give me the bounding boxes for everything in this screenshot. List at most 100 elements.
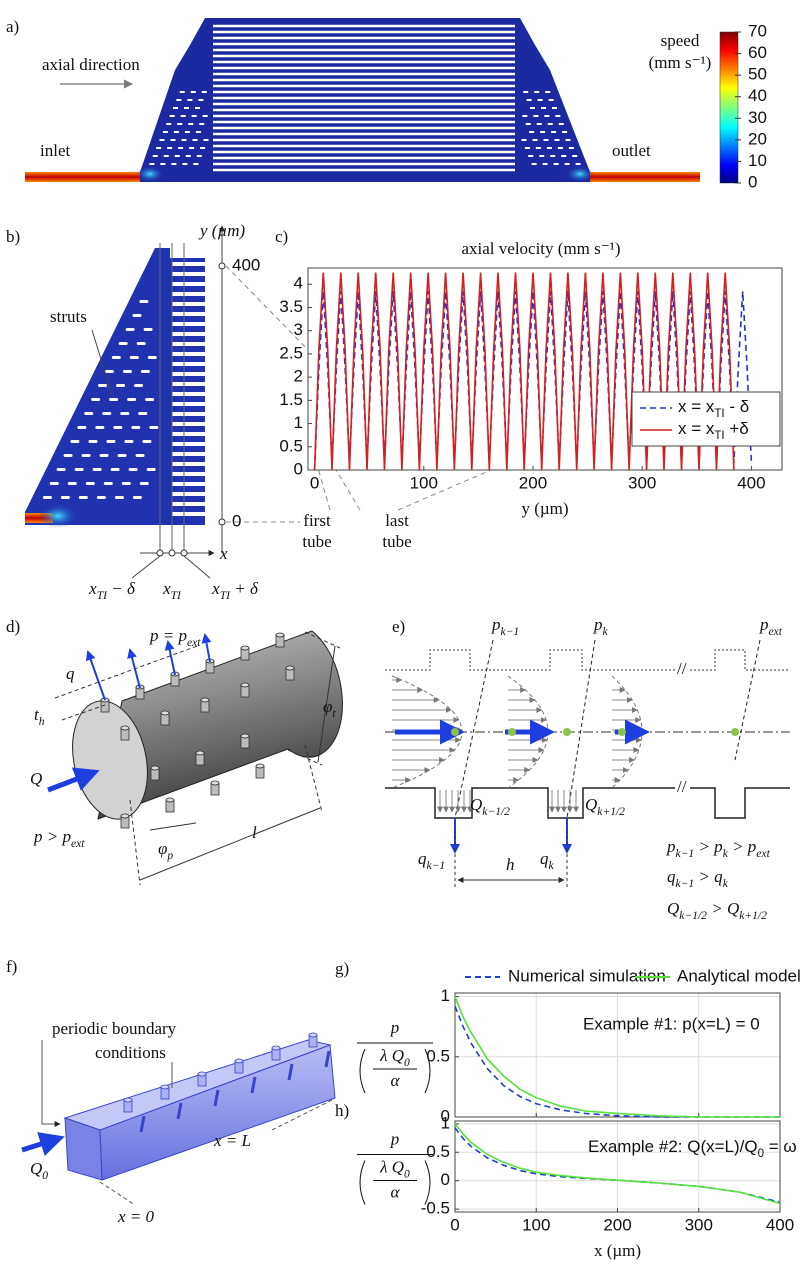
prism-front <box>64 1117 103 1181</box>
subscript: TI <box>714 430 724 442</box>
x-tick-label: 200 <box>519 473 547 492</box>
stud-top <box>240 645 250 651</box>
strut <box>92 468 102 471</box>
y-axis-label: p <box>390 1018 400 1037</box>
inflow-arrow <box>47 767 100 793</box>
stud-top <box>200 697 210 703</box>
break-mark: // <box>677 777 687 796</box>
subscript: k−1 <box>676 877 695 890</box>
pressure-label: pk <box>593 615 609 638</box>
x-axis-label: x (µm) <box>594 1241 641 1260</box>
strut <box>121 482 131 485</box>
tube-slit <box>172 262 205 266</box>
strut <box>85 482 95 485</box>
pressure-label: p > pext <box>33 827 85 850</box>
x-tick-label: 100 <box>522 1215 550 1234</box>
link-line <box>335 469 361 511</box>
strut <box>142 440 152 443</box>
stud-top <box>308 1032 318 1038</box>
text-part: > p <box>728 837 756 856</box>
y-tick-label: 0 <box>441 1106 450 1125</box>
subscript: 0 <box>42 1169 48 1182</box>
y-tick-label: 0 <box>294 459 303 478</box>
dimension <box>317 645 336 763</box>
text-part: p = p <box>149 626 187 645</box>
strut <box>70 440 80 443</box>
plot-border <box>454 992 781 1118</box>
outflow-arrow <box>201 633 212 663</box>
stud-top <box>160 1084 170 1090</box>
strut <box>67 482 77 485</box>
tube-slit <box>172 402 205 406</box>
node <box>451 728 459 736</box>
panel-label: f) <box>6 957 17 976</box>
strut <box>109 398 119 401</box>
strut <box>42 496 52 499</box>
y-tick-label: 1 <box>294 413 303 432</box>
stud-top <box>160 710 170 716</box>
outlet-channel <box>588 172 700 182</box>
dimension <box>139 807 321 881</box>
subscript: TI <box>97 589 108 602</box>
text-part: x = x <box>678 397 715 416</box>
y-tick-label: 2.5 <box>279 343 303 362</box>
boundary-label: conditions <box>95 1043 166 1062</box>
text-part: x = x <box>678 419 715 438</box>
subscript: k <box>723 847 729 860</box>
strut <box>136 342 146 345</box>
tube-slit <box>172 462 205 466</box>
y-tick-label: 0.5 <box>426 1142 450 1161</box>
stud-top <box>165 797 175 803</box>
bottom-wall <box>385 787 675 819</box>
tubes <box>149 24 581 172</box>
strut <box>143 328 153 331</box>
strut <box>127 398 137 401</box>
subscript: k <box>603 625 609 638</box>
stud-hole <box>176 1102 183 1120</box>
dimension <box>54 644 201 699</box>
legend-box <box>631 391 781 447</box>
position-label: x = L <box>213 1131 251 1150</box>
chart-title: axial velocity (mm s⁻¹) <box>461 239 620 258</box>
y-tick-label: 2 <box>294 367 303 386</box>
point <box>156 549 164 557</box>
top-wall <box>385 649 675 671</box>
x-tick-label: 400 <box>737 473 765 492</box>
series-line <box>454 996 780 1118</box>
position-label: xTI <box>162 579 182 602</box>
stud-top <box>275 632 285 638</box>
relation: qk−1 > qk <box>667 867 729 890</box>
strut <box>77 426 87 429</box>
strut <box>74 468 84 471</box>
subscript: k−1/2 <box>482 805 510 818</box>
thickness-label: th <box>34 705 45 728</box>
inlet-jet-zoom <box>38 504 78 528</box>
y-tick <box>218 262 226 270</box>
inlet-jet <box>136 166 164 182</box>
subscript: 0 <box>758 1148 764 1160</box>
stud-top <box>271 1045 281 1051</box>
strut <box>104 370 114 373</box>
text-part: q <box>540 849 549 868</box>
panel-label: b) <box>6 227 20 246</box>
annotation: last <box>385 511 409 530</box>
subscript: 0 <box>404 1168 410 1181</box>
strut <box>99 454 109 457</box>
subscript: ext <box>71 837 85 850</box>
annotation: Example #2: Q(x=L)/Q0 = ω = 0.4 <box>588 1137 800 1160</box>
tube-slit <box>172 292 205 296</box>
colorbar-title: (mm s⁻¹) <box>649 53 712 72</box>
paren <box>424 1160 431 1205</box>
series-line <box>313 272 735 471</box>
dimension <box>129 799 141 886</box>
strut <box>135 454 145 457</box>
strut <box>84 412 94 415</box>
tube-slit <box>172 452 205 456</box>
stud-top <box>150 765 160 771</box>
position-label: xTI − δ <box>88 579 136 602</box>
dimension <box>149 822 197 831</box>
subscript: TI <box>714 408 724 420</box>
strut <box>91 398 101 401</box>
text-part: λ Q <box>379 1157 404 1176</box>
paren <box>359 1048 366 1094</box>
